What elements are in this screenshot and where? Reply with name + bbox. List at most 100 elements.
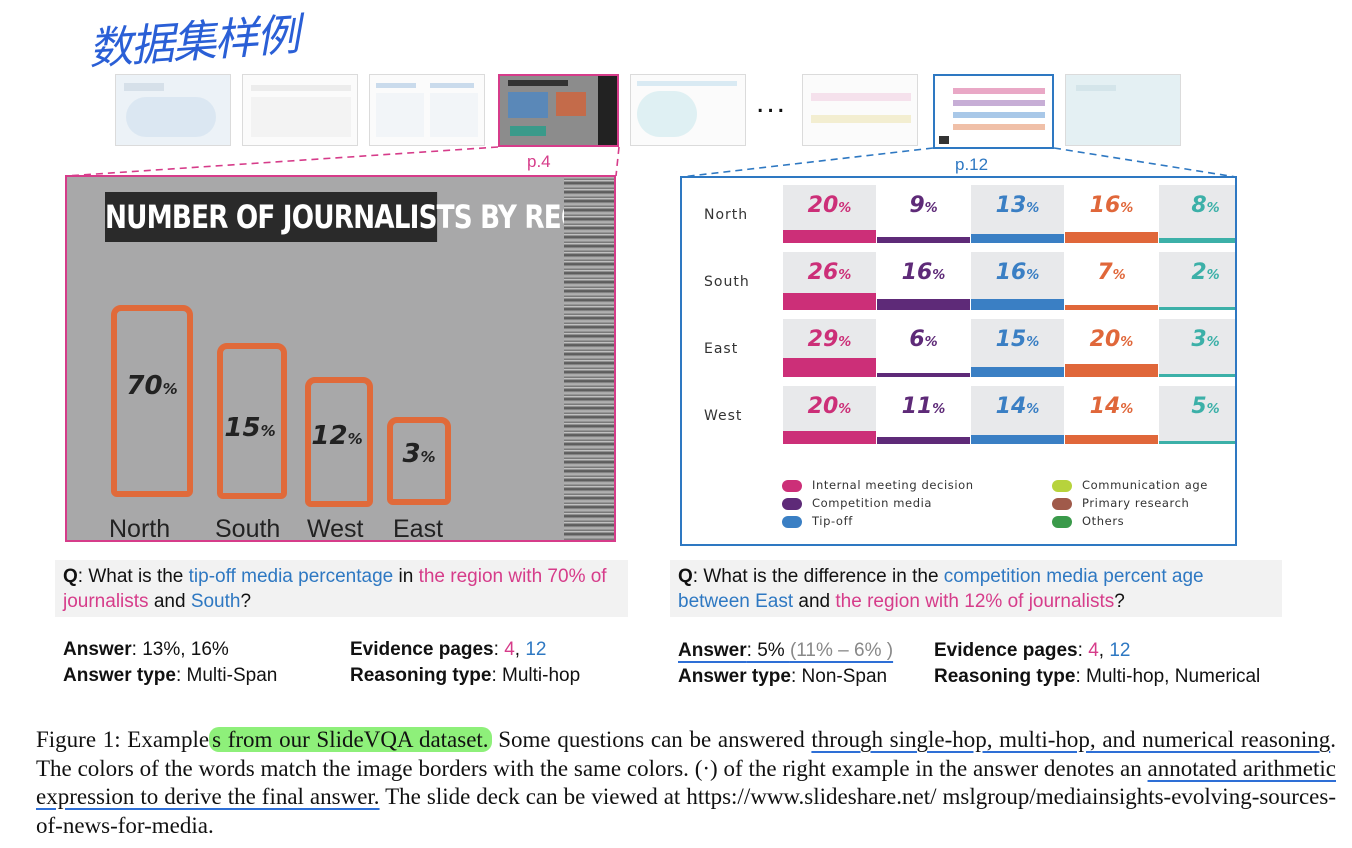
question-text: in [393,566,419,587]
journalist-bar [387,417,451,505]
evidence-right: Evidence pages: 4, 12 Reasoning type: Mu… [934,638,1260,690]
evidence-label: Evidence pages [934,640,1078,661]
percentage-cell: 16% [1065,185,1158,243]
legend-item: Tip-off [782,514,853,528]
percentage-cell: 6% [877,319,970,377]
percentage-cell: 20% [1065,319,1158,377]
percentage-cell: 14% [971,386,1064,444]
question-text: and [793,591,836,612]
legend-item: Primary research [1052,496,1189,510]
slide-page-4: NUMBER OF JOURNALISTS BY REGION 70% North… [65,175,616,542]
bar-category-label: North [109,515,171,542]
separator: : [1077,640,1089,661]
percentage-fill-bar [783,293,876,310]
percentage-value: 2% [1191,260,1220,285]
page-label-right: p.12 [955,155,989,174]
percentage-cell: 29% [783,319,876,377]
question-left: Q: What is the tip-off media percentage … [55,560,628,617]
percentage-cell: 26% [783,252,876,310]
separator: , [1098,640,1110,661]
percentage-value: 6% [909,327,938,352]
question-label: Q [678,566,693,587]
percentage-fill-bar [971,299,1064,310]
reasoning-value: : Multi-hop, Numerical [1075,666,1261,687]
percentage-fill-bar [1159,238,1235,243]
bar-value-label: 3% [402,439,436,469]
bar-value-label: 70% [126,371,178,401]
legend-swatch [782,515,802,528]
percentage-value: 20% [1089,327,1134,352]
percentage-value: 14% [1089,394,1134,419]
slide-thumbnail[interactable] [802,74,918,146]
percentage-value: 26% [807,260,852,285]
percentage-cell: 13% [971,185,1064,243]
percentage-cell: 7% [1065,252,1158,310]
slide-thumbnail-page-4[interactable] [498,74,619,147]
evidence-page: 4 [504,639,515,660]
journalist-bar [217,343,287,499]
percentage-value: 8% [1191,193,1220,218]
question-text: : What is the difference in the [692,566,944,587]
slide-page-12: North 20% 9% 13% 16% 8% South 26% 16% 16% 7% 2% East… [680,176,1237,546]
question-text: : What is the [77,566,189,587]
percentage-value: 16% [901,260,946,285]
percentage-value: 20% [807,193,852,218]
percentage-value: 5% [1191,394,1220,419]
question-text: and [148,591,191,612]
legend-item: Competition media [782,496,932,510]
percentage-value: 16% [995,260,1040,285]
percentage-fill-bar [1065,305,1158,310]
question-text: ? [1114,591,1125,612]
percentage-cell: 14% [1065,386,1158,444]
slide-thumbnail[interactable] [242,74,358,146]
percentage-fill-bar [1065,435,1158,444]
percentage-value: 7% [1097,260,1126,285]
legend-item: Internal meeting decision [782,478,974,492]
connector-lines [65,146,1237,178]
legend-label: Primary research [1082,496,1190,510]
percentage-cell: 8% [1159,185,1235,243]
percentage-cell: 20% [783,185,876,243]
percentage-fill-bar [1065,232,1158,243]
percentage-value: 11% [901,394,946,419]
legend-label: Tip-off [812,514,853,528]
percentage-fill-bar [971,234,1064,243]
slide-thumbnail[interactable] [115,74,231,146]
slide-thumbnail[interactable] [369,74,485,146]
answer-right: Answer: 5% (11% – 6% ) Answer type: Non-… [678,638,893,690]
answer-value: : 13%, 16% [131,639,229,660]
slide-thumbnail[interactable] [1065,74,1181,146]
legend-label: Communication age [1082,478,1208,492]
legend-swatch [1052,515,1072,528]
percentage-fill-bar [783,431,876,444]
answer-type-value: : Multi-Span [175,665,278,686]
reasoning-label: Reasoning type [934,666,1076,687]
page-label-left: p.4 [527,152,551,171]
percentage-cell: 9% [877,185,970,243]
figure-caption: Figure 1: Example s from our SlideVQA dat… [36,726,1336,840]
question-text: ? [240,591,252,612]
answer-expression: (11% – 6% ) [789,640,894,661]
slide-thumbnail-page-12[interactable] [933,74,1054,149]
legend-swatch [782,497,802,510]
region-label: West [704,408,743,424]
percentage-value: 15% [995,327,1040,352]
ellipsis: ... [756,86,788,119]
caption-text: . The colors of the words match the imag… [36,727,1337,781]
percentage-value: 29% [807,327,852,352]
percentage-value: 9% [909,193,938,218]
percentage-fill-bar [1159,307,1235,310]
percentage-cell: 5% [1159,386,1235,444]
caption-text: Some questions can be answered [491,727,812,752]
caption-underline: annotated arithmetic expression to deriv… [36,755,1336,810]
percentage-fill-bar [783,358,876,377]
answer-type-value: : Non-Span [790,666,888,687]
percentage-fill-bar [1159,374,1235,377]
legend-swatch [782,479,802,492]
question-label: Q [63,566,78,587]
reasoning-label: Reasoning type [350,665,492,686]
slide-thumbnail[interactable] [630,74,746,146]
percentage-cell: 2% [1159,252,1235,310]
bar-category-label: West [307,515,364,542]
evidence-page: 12 [525,639,547,660]
